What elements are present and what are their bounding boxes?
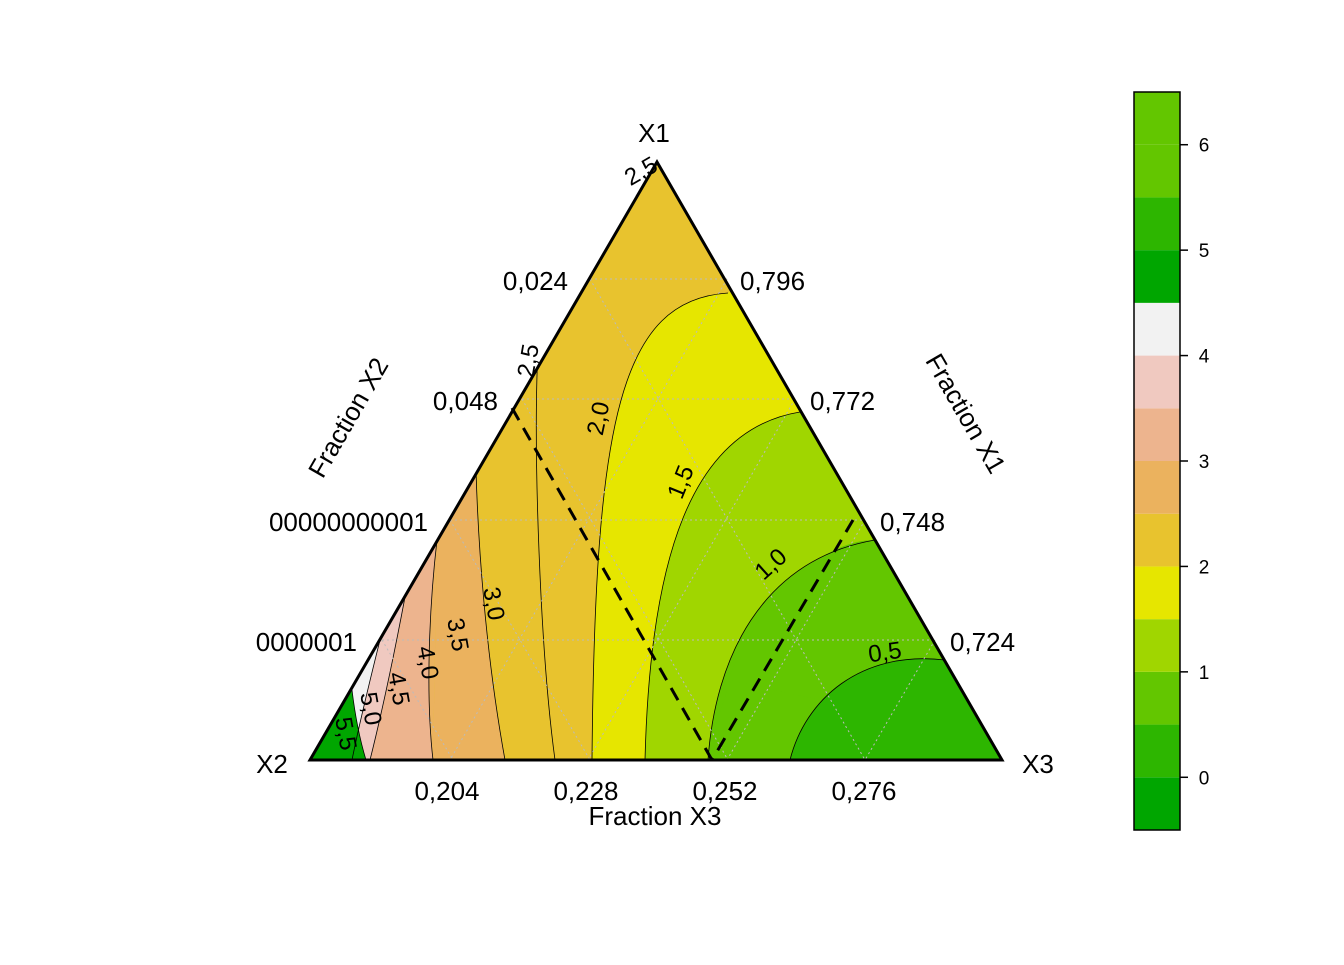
- contour-lines: [351, 292, 946, 760]
- colorbar-tick-label: 4: [1199, 347, 1210, 368]
- colorbar-tick-label: 0: [1199, 768, 1210, 789]
- constraint-lines: [510, 407, 855, 761]
- grid: [381, 278, 936, 761]
- axis-title-x1: Fraction X1: [920, 348, 1012, 478]
- colorbar-band: [1134, 513, 1180, 567]
- contour-label-0-5: 0,5: [867, 637, 904, 668]
- colorbar-band: [1134, 302, 1180, 356]
- colorbar-band: [1134, 566, 1180, 620]
- x1-tick-label: 0,796: [740, 266, 805, 296]
- x1-tick-label: 0,772: [810, 386, 875, 416]
- vertex-label-x3: X3: [1022, 749, 1054, 779]
- contour-label-2-5: 2,5: [512, 342, 544, 380]
- colorbar-band: [1134, 724, 1180, 778]
- contour-label-3-0: 3,0: [477, 585, 509, 623]
- triangle-border: [307, 159, 1005, 762]
- contour-label-5-0: 5,0: [354, 690, 386, 728]
- colorbar-band: [1134, 408, 1180, 461]
- colorbar-band: [1134, 619, 1180, 672]
- axis-title-x3: Fraction X3: [589, 801, 722, 831]
- x2-tick-label: 0,048: [433, 386, 498, 416]
- colorbar-band: [1134, 250, 1180, 303]
- contour-labels: 0,5 1,0 1,5 2,0 2,5 3,0 3,5 4,0 4,5 5,0 …: [329, 151, 903, 752]
- contour-label-4-5: 4,5: [382, 670, 414, 708]
- x1-tick-label: 0,724: [950, 627, 1015, 657]
- colorbar-band: [1134, 461, 1180, 514]
- x3-tick-label: 0,204: [414, 776, 479, 806]
- colorbar-band: [1134, 355, 1180, 409]
- vertex-label-x2: X2: [256, 749, 288, 779]
- colorbar-tick-label: 5: [1199, 241, 1210, 262]
- x1-tick-label: 0,748: [880, 507, 945, 537]
- colorbar-tick-label: 6: [1199, 136, 1210, 157]
- colorbar-band: [1134, 197, 1180, 251]
- x3-tick-label: 0,276: [831, 776, 896, 806]
- x2-tick-label: 0,024: [503, 266, 568, 296]
- colorbar-band: [1134, 671, 1180, 725]
- x2-tick-label: 00000000001: [269, 507, 428, 537]
- x3-tick-label: 0,252: [692, 776, 757, 806]
- colorbar-band: [1134, 144, 1180, 198]
- colorbar-tick-label: 1: [1199, 663, 1210, 684]
- colorbar: 0 1 2 3 4 5 6: [1133, 91, 1210, 831]
- contour-label-5-5: 5,5: [329, 715, 361, 753]
- colorbar-band: [1134, 92, 1180, 145]
- axis-title-x2: Fraction X2: [302, 352, 394, 482]
- contour-label-4-0: 4,0: [411, 644, 443, 682]
- contour-label-3-5: 3,5: [441, 616, 473, 654]
- x2-tick-label: 0000001: [256, 627, 357, 657]
- colorbar-tick-label: 2: [1199, 557, 1210, 578]
- colorbar-band: [1134, 777, 1180, 830]
- colorbar-tick-label: 3: [1199, 452, 1210, 473]
- x3-tick-label: 0,228: [553, 776, 618, 806]
- vertex-label-x1: X1: [638, 118, 670, 148]
